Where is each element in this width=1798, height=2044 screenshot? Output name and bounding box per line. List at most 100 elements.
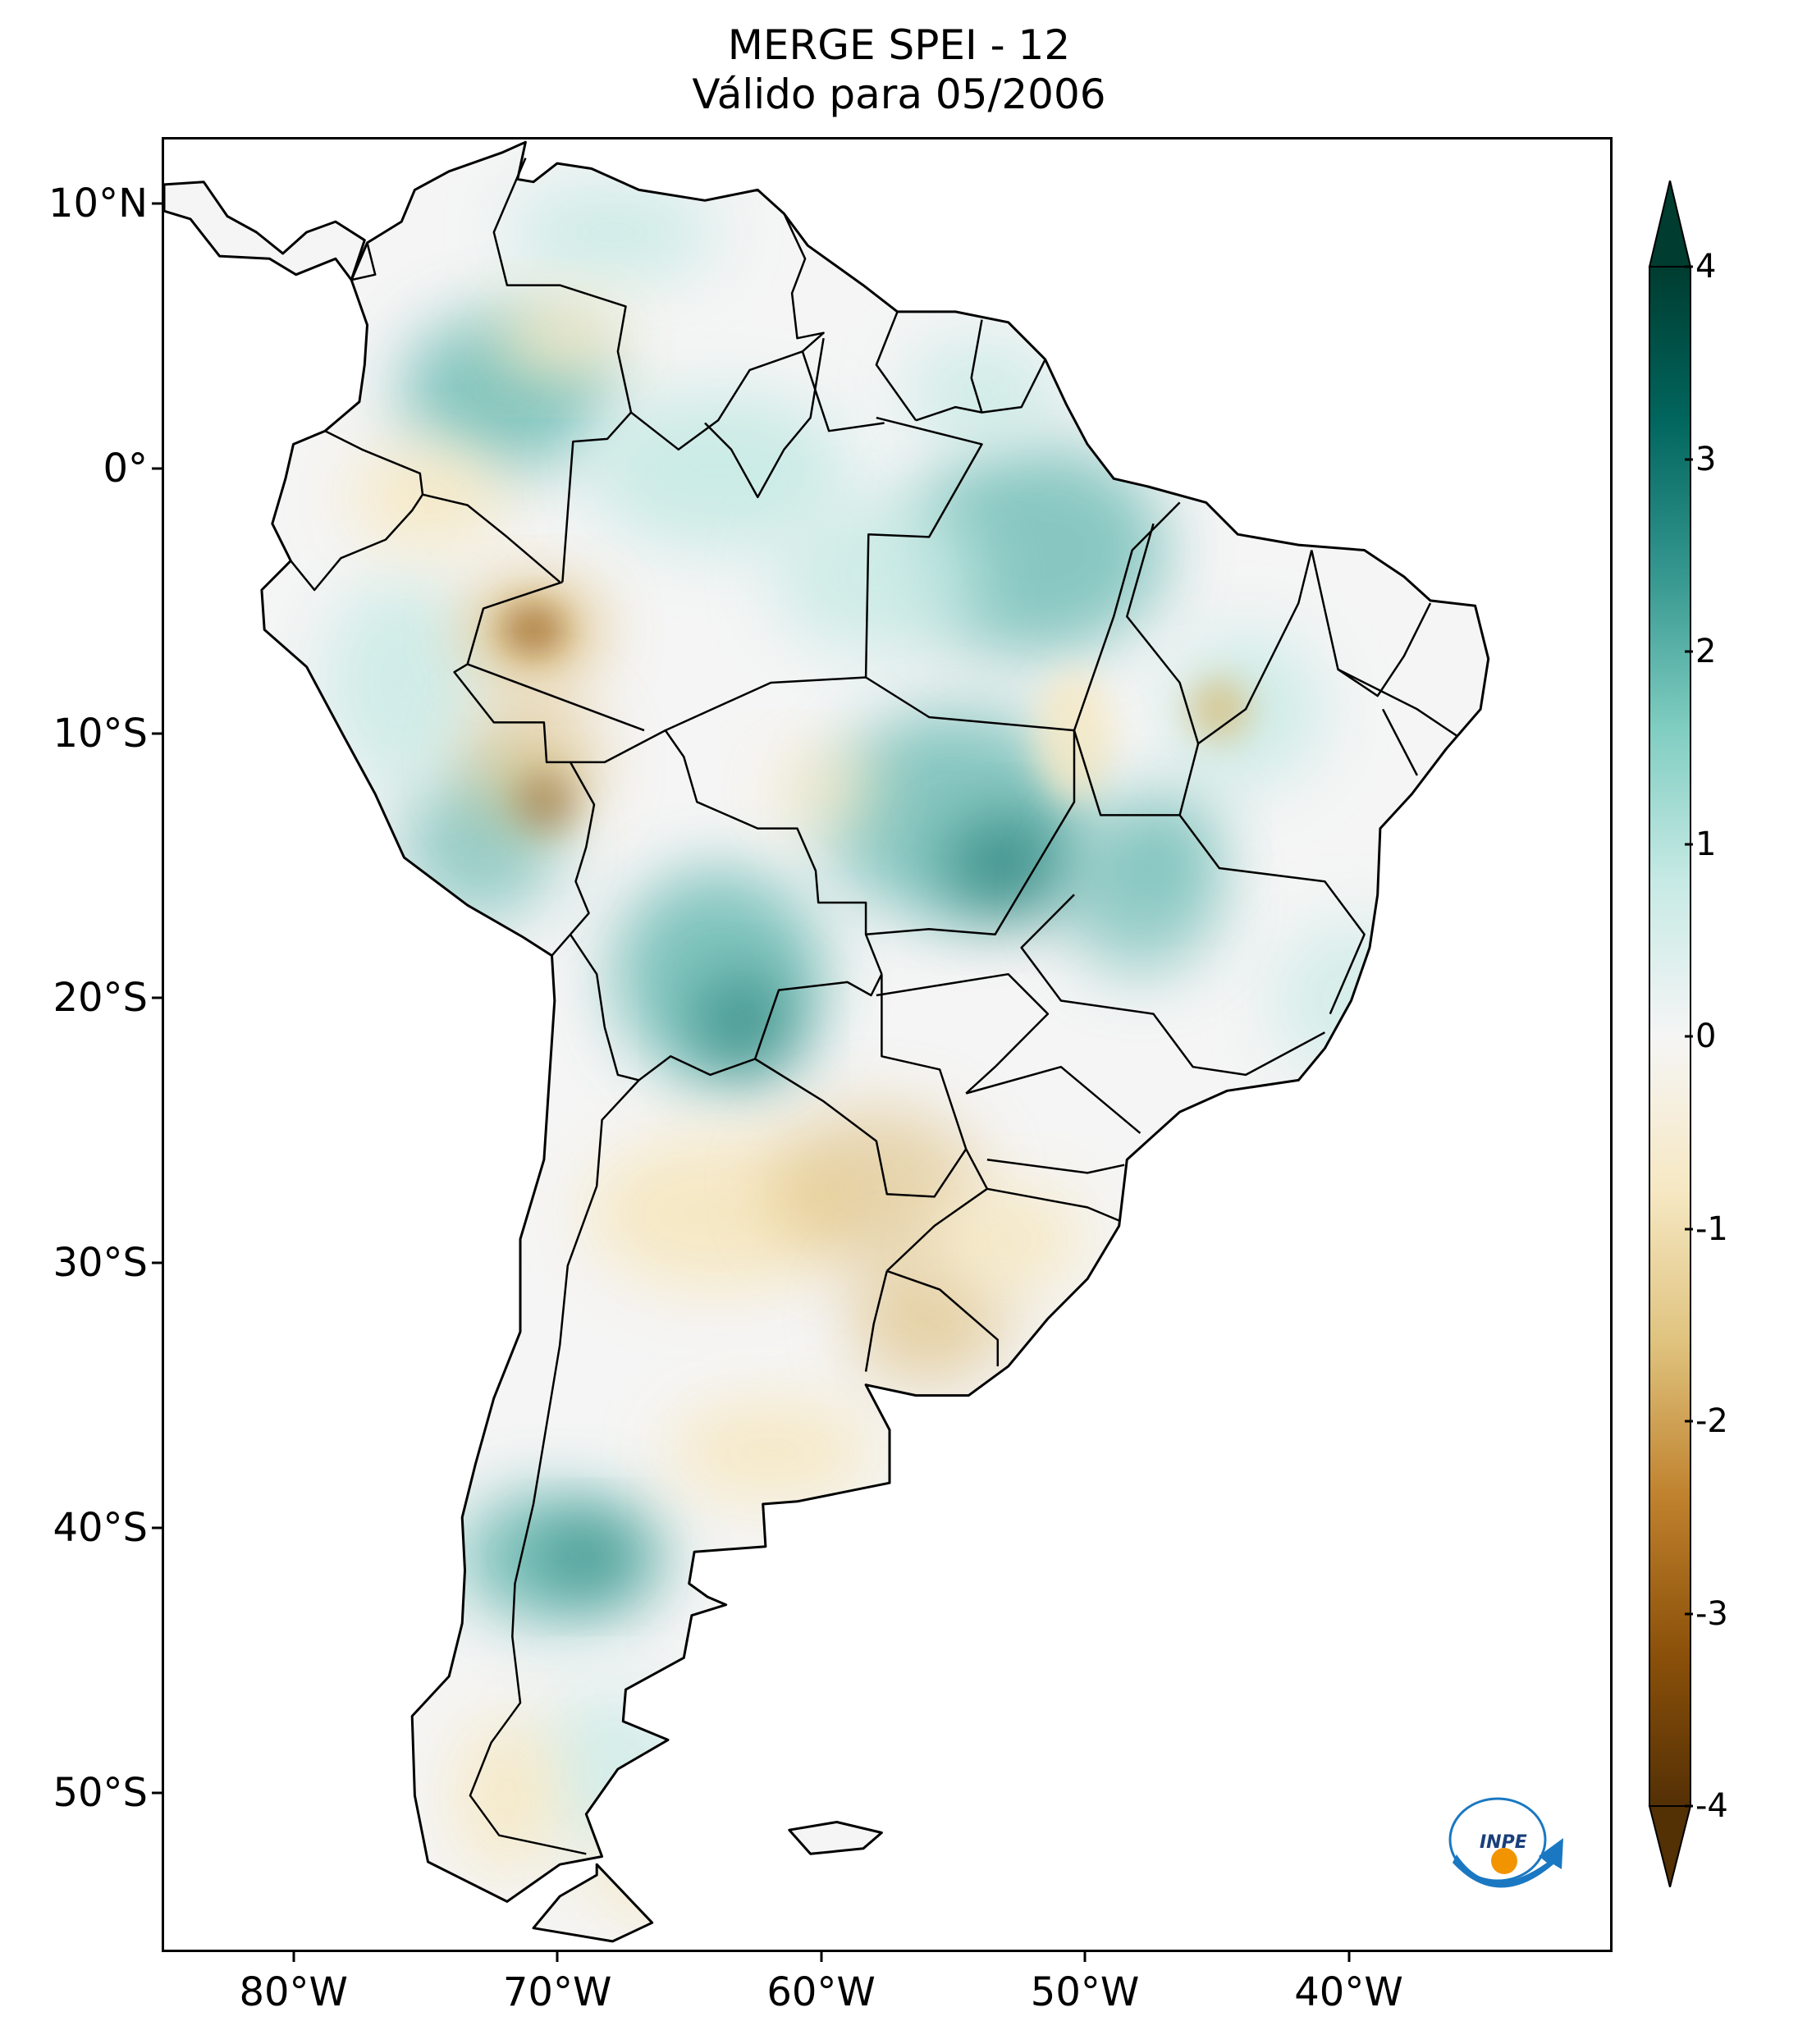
longitude-tick: [1347, 1952, 1351, 1962]
political-border: [1073, 501, 1181, 731]
political-border: [350, 242, 377, 281]
political-border: [1126, 523, 1200, 744]
coastline: [164, 181, 366, 281]
colorbar-tick: [1685, 1228, 1693, 1230]
spei-anomaly-patch: [1187, 677, 1251, 742]
political-border: [970, 319, 983, 413]
political-border: [630, 350, 803, 451]
spei-anomaly-patch: [665, 1397, 876, 1505]
colorbar-tick-label: 1: [1695, 825, 1717, 863]
political-border: [754, 1058, 968, 1198]
latitude-tick: [152, 467, 162, 470]
spei-anomaly-patch: [586, 1835, 745, 1915]
political-border: [875, 311, 917, 422]
spei-anomaly-patch: [771, 496, 982, 656]
spei-anomaly-patch: [691, 974, 798, 1081]
political-border: [1337, 668, 1457, 737]
political-border: [290, 494, 424, 592]
colorbar-tick-label: -2: [1695, 1402, 1728, 1440]
spei-anomaly-patch: [533, 1517, 639, 1598]
spei-anomaly-patch: [849, 1252, 1009, 1385]
map-frame: [162, 137, 1613, 1952]
longitude-tick: [556, 1952, 559, 1962]
latitude-tick-label: 30°S: [53, 1240, 148, 1287]
spei-anomaly-field: [322, 179, 1430, 1915]
colorbar-tick-label: 3: [1695, 440, 1717, 478]
latitude-tick-label: 10°N: [48, 180, 148, 226]
spei-anomaly-patch: [501, 603, 565, 656]
spei-map: [164, 140, 1490, 1943]
political-border: [881, 974, 968, 1150]
coastline: [788, 1821, 883, 1855]
colorbar-extend-max: [1648, 181, 1692, 268]
colorbar-tick: [1685, 1035, 1693, 1038]
longitude-tick-label: 70°W: [502, 1969, 612, 2015]
political-border: [638, 1055, 756, 1081]
latitude-tick-label: 10°S: [53, 710, 148, 757]
logo-text: INPE: [1480, 1832, 1527, 1853]
colorbar-tick-label: 4: [1695, 248, 1717, 286]
colorbar-tick: [1685, 1804, 1693, 1808]
political-border: [469, 1079, 640, 1855]
political-border: [864, 1270, 889, 1372]
longitude-tick-label: 80°W: [239, 1969, 348, 2015]
country-borders: [164, 140, 1490, 1943]
political-border: [886, 1269, 1000, 1367]
longitude-tick: [820, 1952, 823, 1962]
colorbar-tick: [1685, 1612, 1693, 1615]
chart-subtitle: Válido para 05/2006: [692, 71, 1106, 118]
spei-anomaly-patch: [586, 391, 850, 551]
longitude-tick: [1083, 1952, 1087, 1962]
colorbar-tick: [1685, 843, 1693, 845]
political-border: [492, 158, 633, 583]
colorbar-tick-label: -1: [1695, 1209, 1728, 1248]
spei-anomaly-patch: [533, 1690, 692, 1849]
political-border: [865, 730, 1076, 936]
latitude-tick: [152, 1526, 162, 1530]
political-border: [422, 493, 561, 583]
political-border: [986, 1158, 1125, 1174]
latitude-tick-label: 20°S: [53, 975, 148, 1022]
political-border: [570, 729, 883, 975]
spei-anomaly-patch: [515, 770, 579, 835]
colorbar-tick-label: -4: [1695, 1787, 1728, 1825]
latitude-tick: [152, 202, 162, 205]
colorbar-tick: [1685, 458, 1693, 460]
spei-anomaly-patch: [1114, 789, 1219, 895]
spei-anomaly-patch: [903, 338, 1061, 445]
longitude-tick-label: 40°W: [1294, 1969, 1403, 2015]
latitude-tick: [152, 1791, 162, 1795]
political-border: [753, 973, 883, 1059]
political-border: [453, 581, 570, 764]
spei-anomaly-patch: [493, 298, 626, 378]
latitude-tick: [152, 996, 162, 999]
colorbar-extend-min: [1648, 1805, 1692, 1887]
spei-anomaly-patch: [322, 576, 481, 789]
political-border: [324, 430, 424, 495]
political-border: [915, 359, 1046, 422]
spei-anomaly-patch: [771, 748, 876, 829]
political-border: [1381, 708, 1419, 776]
spei-anomaly-patch: [929, 1186, 1088, 1292]
latitude-tick-label: 0°: [103, 445, 148, 492]
chart-title: MERGE SPEI - 12: [727, 21, 1071, 69]
political-border: [1178, 814, 1366, 1015]
colorbar: [1648, 181, 1692, 1887]
colorbar-tick-label: -3: [1695, 1594, 1728, 1633]
political-border: [876, 972, 1050, 1095]
spei-anomaly-patch: [454, 1716, 560, 1876]
political-border: [704, 337, 825, 499]
spei-anomaly-patch: [349, 444, 507, 551]
political-border: [864, 416, 983, 678]
colorbar-tick: [1685, 650, 1693, 653]
longitude-tick: [292, 1952, 295, 1962]
political-border: [1311, 550, 1432, 697]
spei-anomaly-patch: [506, 179, 719, 286]
political-border: [965, 1065, 1141, 1134]
latitude-tick: [152, 732, 162, 735]
political-border: [467, 663, 645, 732]
inpe-logo: INPE: [1448, 1797, 1563, 1888]
political-border: [885, 1148, 989, 1272]
latitude-tick: [152, 1261, 162, 1264]
political-border: [569, 934, 639, 1081]
